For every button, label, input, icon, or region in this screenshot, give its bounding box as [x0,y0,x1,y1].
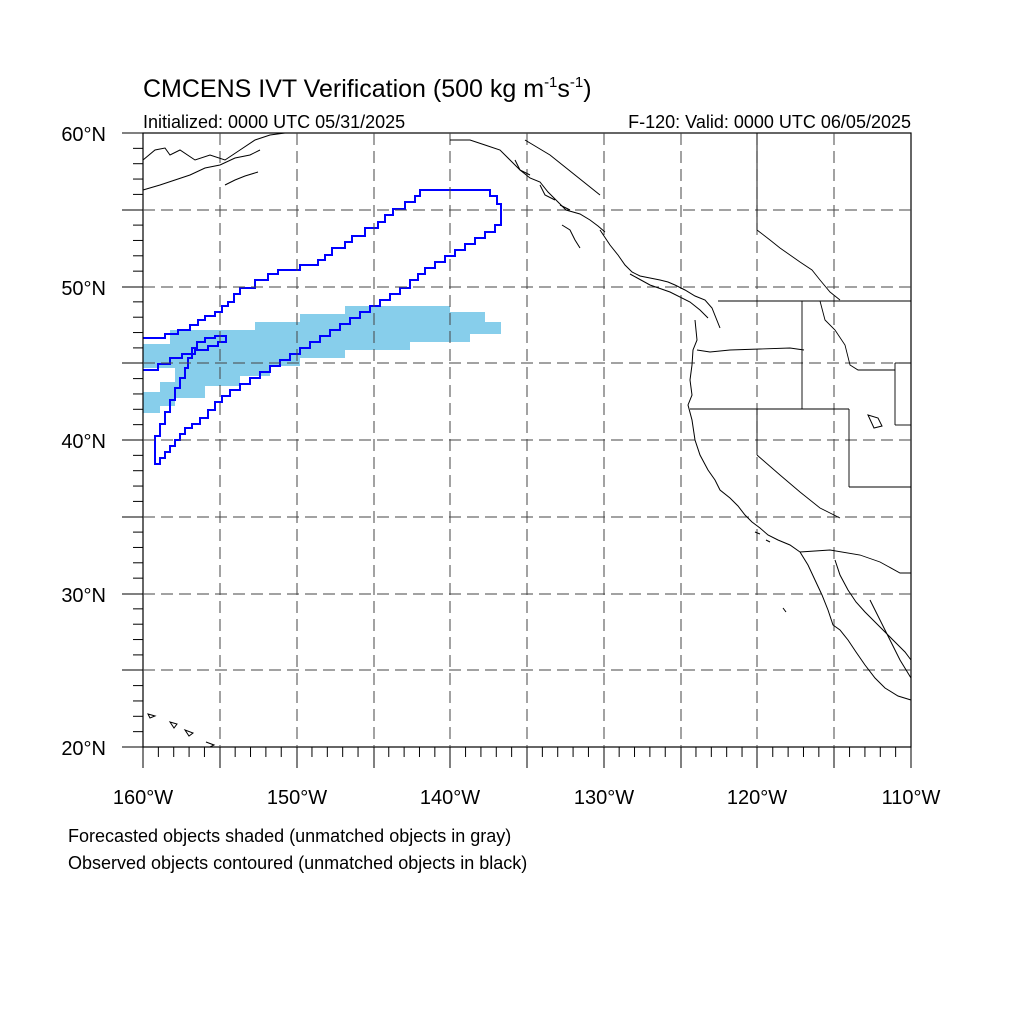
lon-label-140w: 140°W [420,787,480,809]
observed-object-contour [143,189,502,465]
caption-observed: Observed objects contoured (unmatched ob… [68,853,528,873]
lat-label-50: 50°N [61,278,106,300]
lon-label-130w: 130°W [574,787,634,809]
tick-marks [122,132,912,768]
lat-label-20: 20°N [61,738,106,760]
lon-label-150w: 150°W [267,787,327,809]
lat-label-40: 40°N [61,431,106,453]
lat-label-30: 30°N [61,585,106,607]
caption-forecast: Forecasted objects shaded (unmatched obj… [68,826,512,846]
lon-label-160w: 160°W [113,787,173,809]
map-title: CMCENS IVT Verification (500 kg m-1s-1) [143,74,592,103]
init-time-label: Initialized: 0000 UTC 05/31/2025 [143,112,405,132]
lat-label-60: 60°N [61,124,106,146]
valid-time-label: F-120: Valid: 0000 UTC 06/05/2025 [628,112,911,132]
political-boundaries [690,133,911,574]
coastlines [142,132,912,748]
lon-label-120w: 120°W [727,787,787,809]
forecast-object-shaded [143,306,501,413]
minor-ticks [133,147,897,757]
gridlines [143,133,911,747]
lon-label-110w: 110°W [882,787,941,809]
